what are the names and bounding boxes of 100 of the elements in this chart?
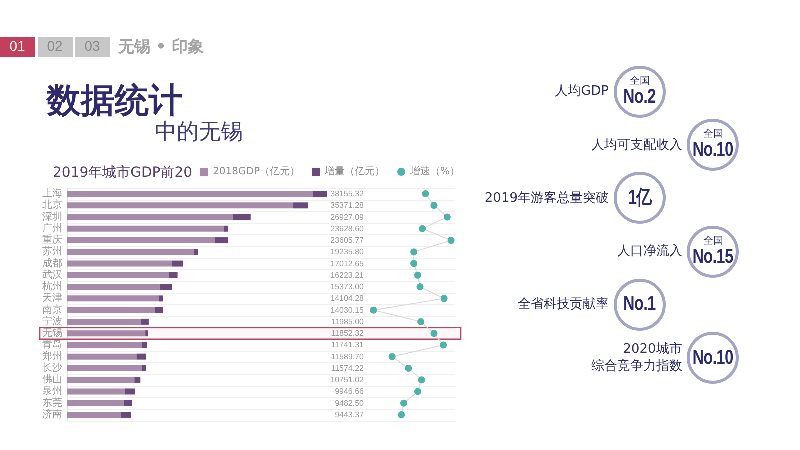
bar (67, 365, 142, 372)
bar (67, 284, 160, 290)
bar (159, 296, 164, 302)
y-tick-label: 苏州 (42, 246, 62, 258)
tab: 02 (38, 37, 72, 56)
bar (136, 354, 146, 360)
bar (67, 354, 137, 360)
text: 11741.31 (331, 340, 365, 350)
text: 全国 (703, 129, 724, 140)
point (440, 295, 448, 302)
bar (67, 412, 122, 418)
point (418, 318, 425, 326)
text: No.2 (624, 86, 656, 108)
point (440, 342, 448, 349)
text: No.15 (693, 246, 734, 268)
text: 全国 (630, 76, 650, 87)
bar (67, 296, 160, 302)
category-label: 2020城市综合竞争力指数 (591, 341, 682, 376)
bar (146, 330, 148, 337)
legend-label: 增速（%） (410, 166, 460, 178)
bar (67, 330, 146, 337)
y-tick-label: 广州 (42, 222, 62, 234)
y-tick-label: 重庆 (42, 234, 62, 246)
point (422, 190, 430, 198)
bar (67, 260, 172, 267)
text: 17012.65 (330, 259, 365, 268)
bar (67, 342, 142, 348)
y-tick-label: 深圳 (42, 210, 62, 223)
point (414, 388, 422, 396)
point (418, 376, 426, 384)
bar (67, 377, 135, 384)
text: 26927.09 (330, 212, 365, 222)
point (410, 248, 418, 256)
text: 无锡 • 印象 (118, 37, 204, 56)
chart-title: 2019年城市GDP前20 (53, 165, 193, 181)
bar (155, 307, 163, 314)
text: 19235.80 (330, 248, 365, 257)
text: 16223.21 (330, 270, 365, 280)
text: 11852.32 (331, 329, 365, 338)
point (444, 214, 451, 221)
bar (67, 191, 314, 198)
y-tick-label: 郑州 (42, 350, 62, 362)
bar (160, 284, 172, 290)
text: No.10 (693, 346, 734, 369)
category-label: 全省科技贡献率 (518, 296, 609, 314)
y-tick-label: 宁波 (42, 315, 62, 328)
bar (224, 226, 228, 232)
y-tick-label: 杭州 (41, 280, 62, 293)
bar (134, 377, 141, 384)
legend-label: 增量（亿元） (324, 166, 385, 178)
text: 15373.00 (330, 282, 365, 292)
bar (67, 318, 141, 325)
bar (140, 318, 149, 325)
text: 数据统计 (47, 81, 183, 121)
y-tick-label: 成都 (42, 257, 62, 270)
y-tick-label: 泉州 (42, 385, 62, 398)
point (448, 237, 455, 244)
bar (67, 202, 294, 209)
category-label: 2019年游客总量突破 (484, 190, 609, 207)
point (430, 202, 438, 210)
text: No.10 (693, 139, 734, 161)
y-tick-label: 天津 (42, 292, 62, 304)
y-tick-label: 佛山 (42, 374, 62, 386)
point (414, 272, 422, 279)
text: 9946.66 (335, 387, 365, 396)
y-tick-label: 长沙 (42, 362, 62, 374)
bar (121, 412, 132, 418)
text: 23628.60 (330, 224, 365, 234)
y-tick-label: 南京 (42, 304, 62, 316)
y-tick-label: 无锡 (42, 328, 62, 340)
text: 1亿 (628, 186, 652, 209)
text: 35371.28 (330, 201, 365, 210)
bar (67, 307, 156, 314)
point (398, 411, 406, 418)
tab: 01 (0, 37, 35, 56)
point (416, 284, 424, 291)
category-label: 人口净流入 (617, 243, 682, 260)
y-tick-label: 济南 (42, 408, 62, 420)
text: 9443.37 (335, 410, 365, 420)
text: 14104.28 (330, 294, 365, 304)
text: 中的无锡 (155, 119, 243, 147)
bar (294, 202, 308, 209)
text: 全国 (703, 236, 724, 247)
y-tick-label: 武汉 (42, 268, 62, 281)
point (405, 364, 412, 372)
y-tick-label: 上海 (42, 188, 62, 200)
tab: 03 (75, 37, 110, 56)
text: 23605.77 (330, 236, 365, 246)
bar (67, 214, 233, 220)
text: 11985.00 (331, 317, 365, 326)
bar (67, 272, 169, 278)
category-label: 人均可支配收入 (591, 136, 682, 154)
point (410, 260, 418, 268)
point (419, 225, 426, 232)
point (388, 353, 396, 360)
text: 14030.15 (330, 306, 365, 315)
bar (313, 191, 328, 198)
text: 9482.50 (335, 398, 365, 408)
bar (125, 388, 136, 395)
category-label: 人均GDP (555, 83, 609, 100)
